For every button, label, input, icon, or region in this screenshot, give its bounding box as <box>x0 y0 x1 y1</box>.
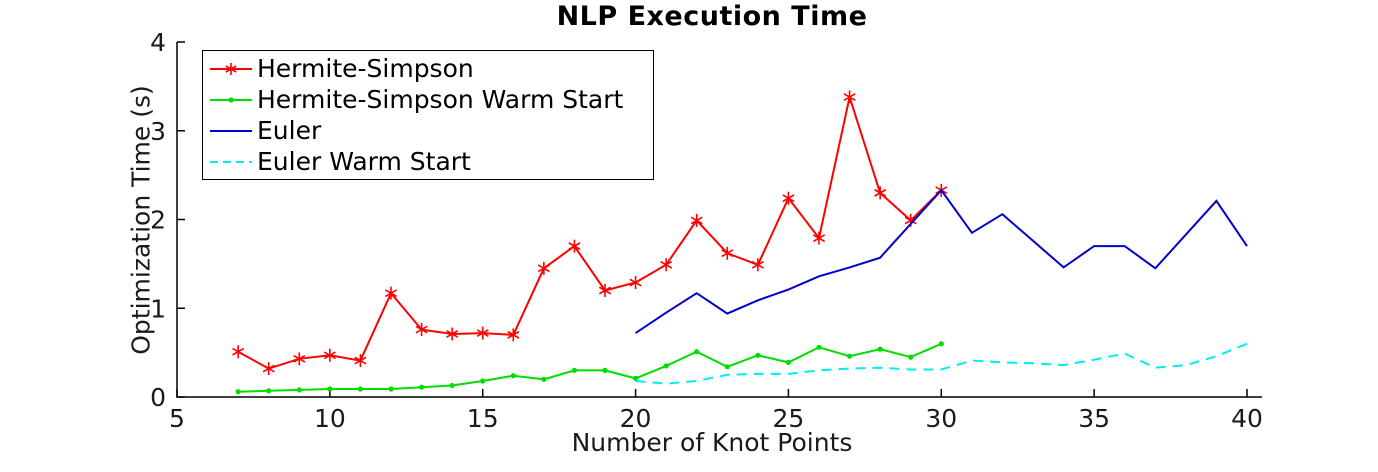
x-tick-label: 35 <box>1078 404 1110 433</box>
x-tick-label: 40 <box>1231 404 1263 433</box>
x-tick-label: 15 <box>467 404 499 433</box>
x-tick-label: 20 <box>620 404 652 433</box>
series-line <box>635 188 1248 334</box>
legend-item: Euler Warm Start <box>209 146 653 177</box>
series-marker <box>938 341 944 347</box>
series-marker <box>847 353 853 359</box>
y-tick-label: 4 <box>150 28 166 57</box>
series-marker <box>449 382 455 389</box>
legend-label: Euler <box>257 116 322 145</box>
legend-item: Hermite-Simpson Warm Start <box>209 84 653 115</box>
series-marker <box>235 389 241 395</box>
series-line <box>238 342 942 393</box>
series-marker <box>296 387 302 393</box>
legend-line-sample <box>209 54 253 84</box>
legend-line-sample <box>209 85 253 115</box>
series-marker <box>357 386 363 392</box>
y-tick-label: 3 <box>150 117 166 146</box>
series-marker <box>327 386 333 392</box>
x-tick-label: 5 <box>169 404 185 433</box>
series-line <box>237 93 943 370</box>
series-marker <box>633 375 639 381</box>
series-marker <box>785 359 792 365</box>
series-marker <box>266 388 272 394</box>
x-tick-label: 10 <box>314 404 346 433</box>
y-axis-label: Optimization Time (s) <box>126 85 156 355</box>
series-marker <box>755 352 761 358</box>
series-marker <box>877 346 883 352</box>
y-tick-label: 1 <box>150 294 166 323</box>
chart-title: NLP Execution Time <box>556 1 868 32</box>
series-marker <box>663 363 669 369</box>
x-axis-label: Number of Knot Points <box>571 428 853 457</box>
series-markers <box>232 90 948 376</box>
legend-item: Euler <box>209 115 653 146</box>
y-tick-label: 2 <box>150 206 166 235</box>
x-tick-label: 25 <box>773 404 805 433</box>
legend-label: Hermite-Simpson Warm Start <box>257 85 624 114</box>
series-marker <box>480 378 486 384</box>
series-marker <box>541 376 547 382</box>
series-marker <box>419 384 425 390</box>
series-marker <box>724 364 730 370</box>
series-marker <box>571 367 578 373</box>
series-marker <box>908 354 914 360</box>
legend-label: Hermite-Simpson <box>257 54 474 83</box>
series-marker <box>602 367 608 373</box>
legend-item: Hermite-Simpson <box>209 53 653 84</box>
legend: Hermite-Simpson Hermite-Simpson Warm Sta… <box>202 50 654 180</box>
legend-line-sample <box>209 147 253 177</box>
series-marker <box>694 349 700 355</box>
legend-label: Euler Warm Start <box>257 147 471 176</box>
y-tick-label: 0 <box>150 383 166 412</box>
legend-line-sample <box>209 116 253 146</box>
series-marker <box>816 344 822 350</box>
series-marker <box>388 386 394 392</box>
series-marker <box>510 373 516 379</box>
series-line <box>635 342 1248 385</box>
x-tick-label: 30 <box>925 404 957 433</box>
